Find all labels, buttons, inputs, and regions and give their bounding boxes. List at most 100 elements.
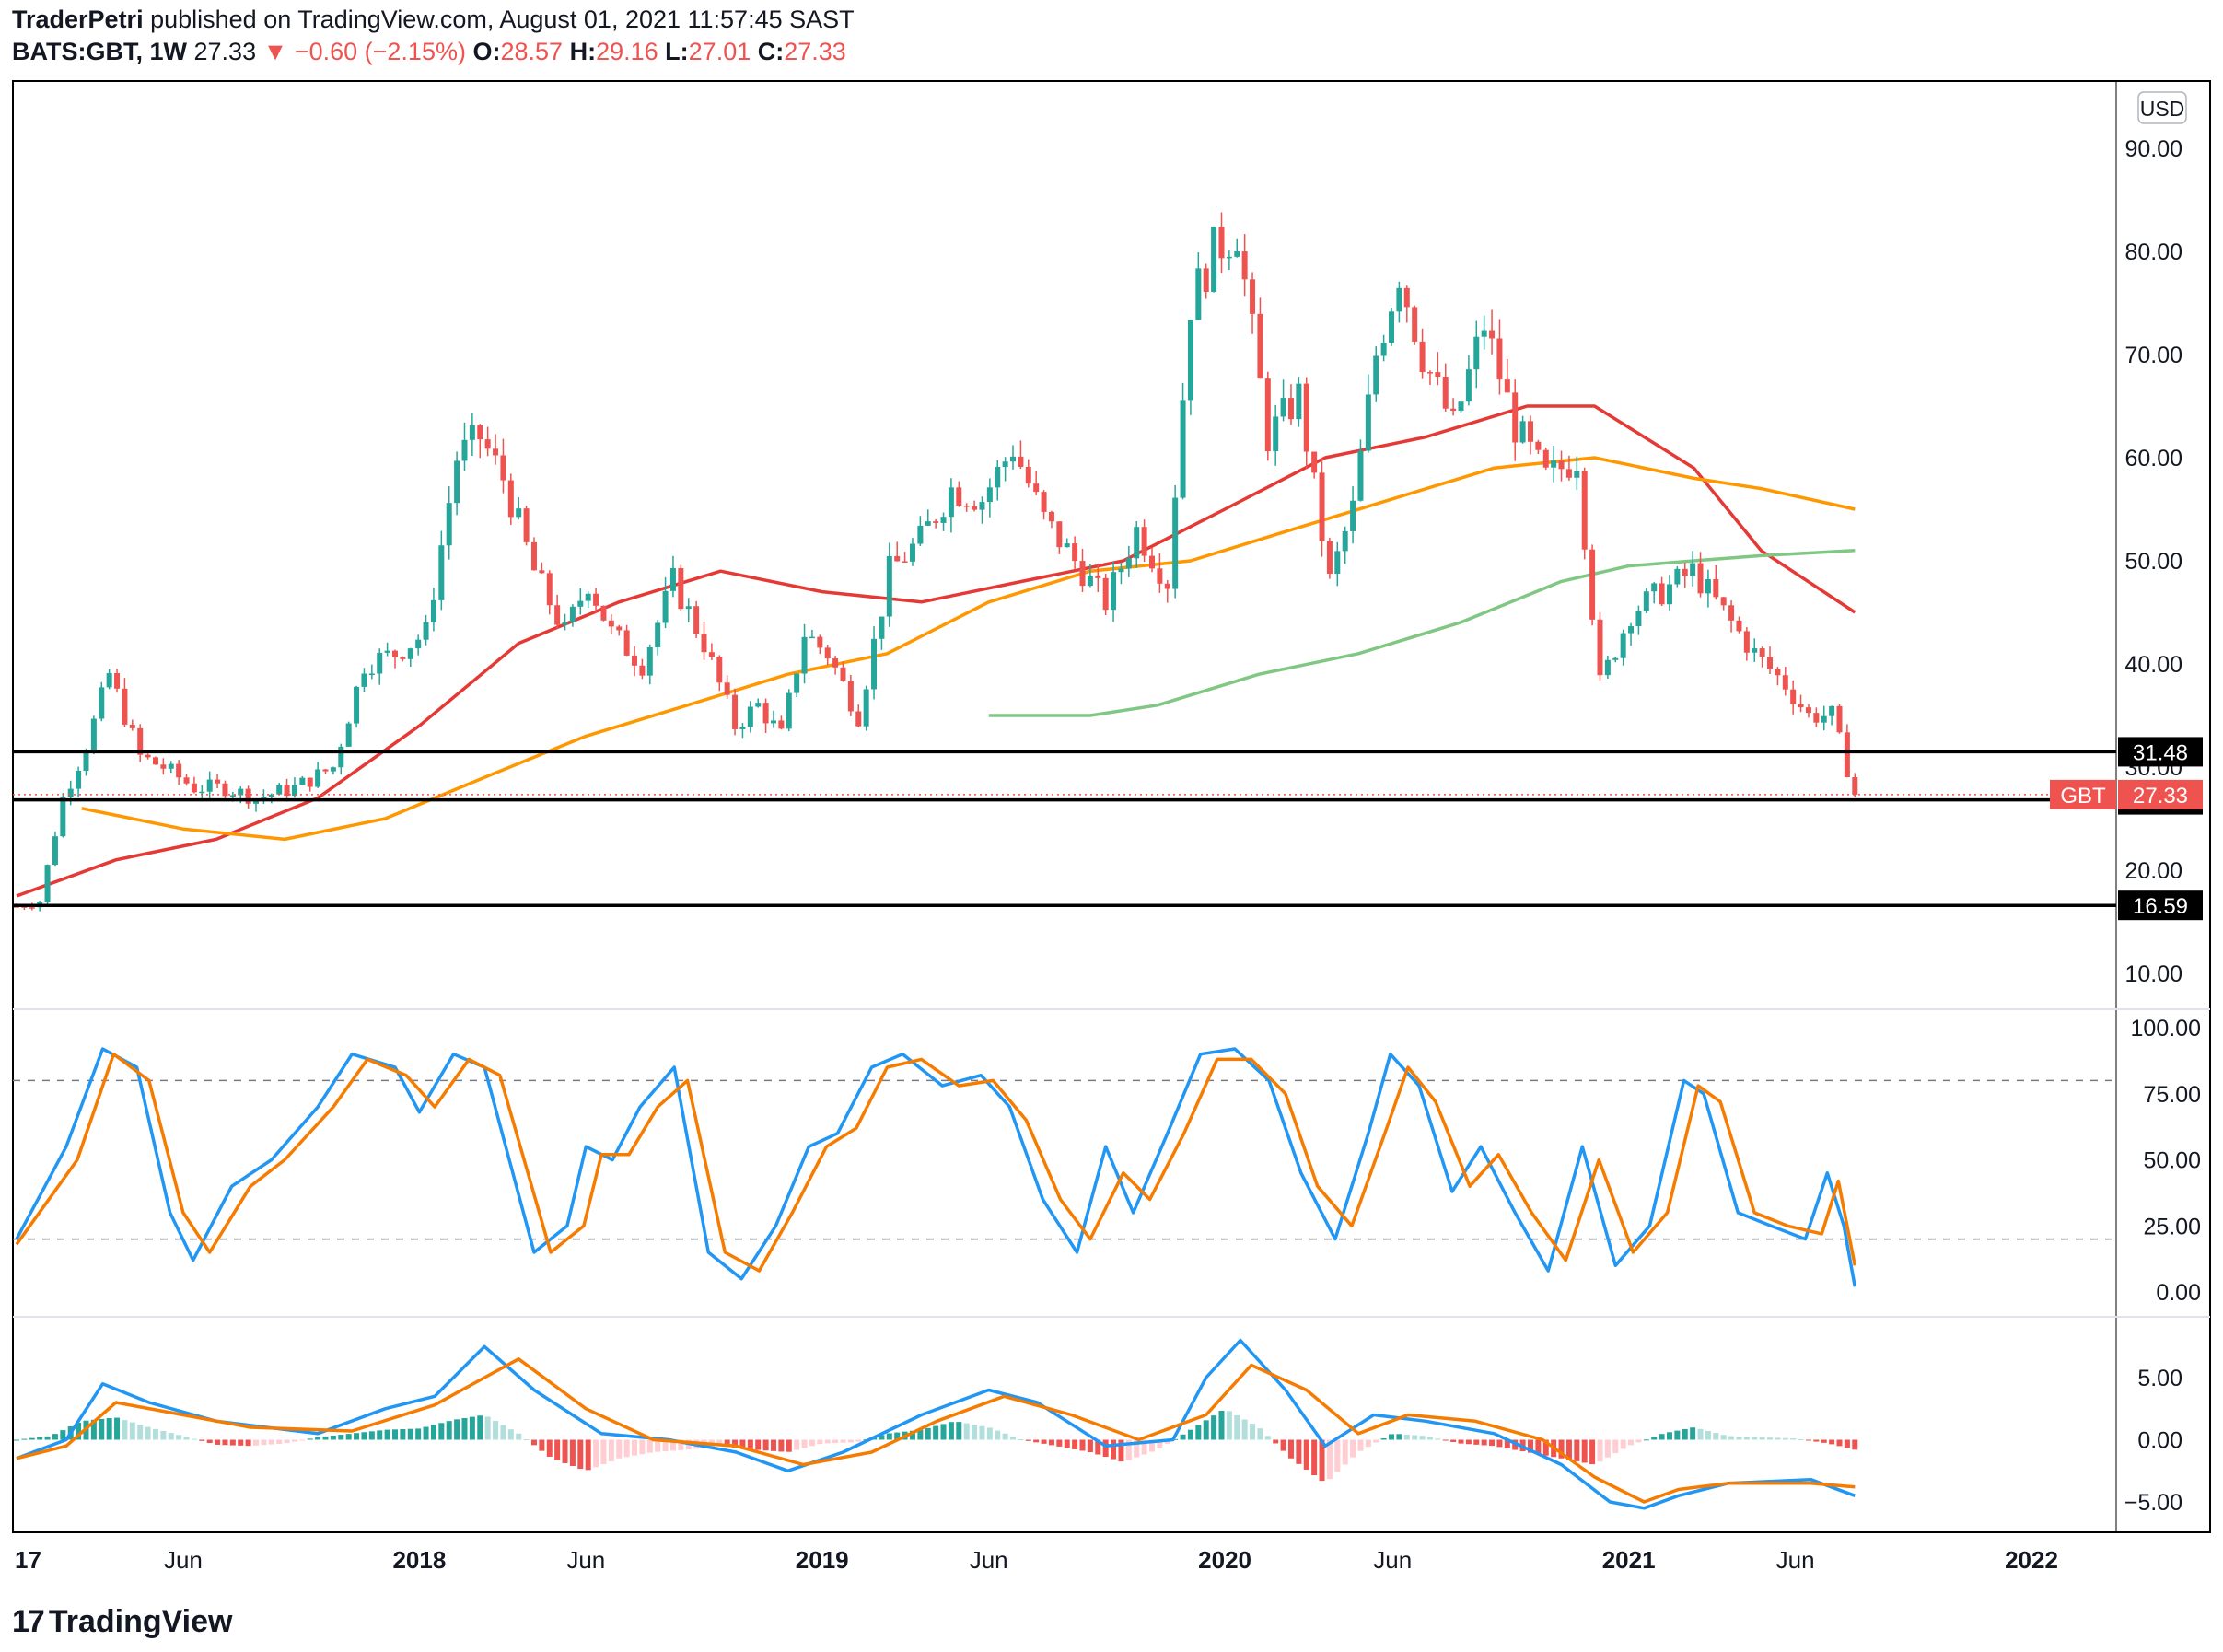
macd-histogram-bar <box>724 1439 730 1448</box>
macd-histogram-bar <box>894 1432 901 1440</box>
macd-histogram-bar <box>484 1416 491 1440</box>
candle-body <box>29 907 35 909</box>
x-tick-label: 2018 <box>392 1546 446 1574</box>
candle-body <box>1574 471 1580 478</box>
candle-body <box>855 711 862 727</box>
candle-body <box>461 439 468 461</box>
candle-body <box>1581 471 1588 550</box>
candle-body <box>933 521 939 523</box>
candle-body <box>60 797 66 837</box>
macd-histogram-bar <box>1426 1437 1433 1440</box>
candle-body <box>739 727 746 729</box>
macd-histogram-bar <box>477 1415 483 1440</box>
candle-body <box>1234 251 1240 257</box>
tradingview-logo[interactable]: 17 TradingView <box>12 1604 232 1640</box>
candle-body <box>1087 575 1093 587</box>
candle-body <box>484 439 491 449</box>
macd-histogram-bar <box>1752 1437 1758 1440</box>
macd-histogram-bar <box>1365 1439 1371 1448</box>
candle-body <box>1203 268 1209 293</box>
macd-histogram-bar <box>253 1439 260 1446</box>
candle-body <box>183 777 190 784</box>
price-tick-label: 40.00 <box>2124 652 2182 678</box>
candle-body <box>762 703 769 724</box>
open-label: O: <box>472 38 501 65</box>
macd-histogram-bar <box>840 1439 846 1443</box>
candle-body <box>956 487 962 506</box>
macd-histogram-bar <box>1435 1438 1441 1440</box>
candle-body <box>1759 648 1765 657</box>
macd-histogram-bar <box>1273 1439 1279 1444</box>
candle-body <box>669 568 676 591</box>
close-value: 27.33 <box>784 38 846 65</box>
candle-body <box>152 757 158 765</box>
macd-histogram-bar <box>1542 1439 1549 1456</box>
candle-body <box>199 791 205 794</box>
macd-histogram-bar <box>99 1418 105 1440</box>
candle-body <box>539 570 545 574</box>
candle-body <box>1836 705 1843 733</box>
candle-body <box>245 788 251 804</box>
candle-body <box>1303 383 1309 452</box>
x-tick-label: Jun <box>566 1546 605 1574</box>
last-price: 27.33 <box>193 38 257 65</box>
macd-histogram-bar <box>1280 1439 1286 1451</box>
candle-body <box>1465 369 1472 402</box>
x-tick-label: Jun <box>164 1546 203 1574</box>
publish-line: TraderPetri published on TradingView.com… <box>12 6 855 34</box>
candle-body <box>1148 555 1155 569</box>
candle-body <box>1102 577 1109 611</box>
candle-body <box>1442 376 1449 409</box>
macd-histogram-bar <box>623 1439 630 1458</box>
candle-body <box>1635 611 1642 627</box>
macd-histogram-bar <box>855 1439 862 1442</box>
price-tick-label: 90.00 <box>2124 136 2182 162</box>
moving-average-line <box>16 404 1856 898</box>
macd-histogram-bar <box>176 1435 182 1440</box>
candle-body <box>577 600 584 607</box>
macd-histogram-bar <box>1187 1429 1193 1440</box>
candle-body <box>1589 549 1596 620</box>
candle-body <box>1551 460 1557 468</box>
candle-body <box>1690 563 1696 576</box>
candle-body <box>261 797 267 799</box>
macd-histogram-bar <box>268 1439 274 1445</box>
macd-histogram-bar <box>1334 1439 1341 1472</box>
macd-histogram-bar <box>1628 1439 1635 1446</box>
candle-body <box>114 672 121 689</box>
macd-histogram-bar <box>1072 1439 1078 1449</box>
candle-body <box>1504 379 1510 393</box>
macd-histogram-bar <box>963 1423 970 1440</box>
macd-histogram-bar <box>245 1439 251 1447</box>
macd-histogram-bar <box>291 1439 297 1442</box>
macd-histogram-bar <box>1597 1439 1603 1462</box>
macd-histogram-bar <box>1041 1439 1047 1444</box>
macd-histogram-bar <box>1574 1439 1580 1461</box>
candle-body <box>747 706 753 727</box>
macd-histogram-bar <box>160 1430 167 1440</box>
candle-body <box>755 703 762 707</box>
candle-body <box>1041 492 1047 512</box>
macd-histogram-bar <box>794 1439 800 1450</box>
candle-body <box>724 682 730 695</box>
macd-histogram-bar <box>1056 1439 1063 1447</box>
candle-body <box>1450 408 1457 412</box>
macd-histogram-bar <box>129 1422 135 1440</box>
macd-histogram-bar <box>1736 1436 1742 1440</box>
candle-body <box>1651 583 1658 592</box>
candle-body <box>1287 398 1294 420</box>
candle-body <box>1125 558 1132 569</box>
candle-body <box>330 767 336 772</box>
symbol-label: BATS:GBT, 1W <box>12 38 187 65</box>
candle-body <box>902 561 908 563</box>
author-name[interactable]: TraderPetri <box>12 6 144 33</box>
candle-body <box>1527 421 1533 442</box>
macd-histogram-bar <box>972 1425 978 1440</box>
candle-body <box>863 689 869 727</box>
candle-body <box>894 555 901 562</box>
candle-body <box>1666 584 1672 605</box>
macd-histogram-bar <box>632 1439 638 1456</box>
macd-histogram-bar <box>1118 1439 1124 1462</box>
macd-histogram-bar <box>299 1439 306 1441</box>
